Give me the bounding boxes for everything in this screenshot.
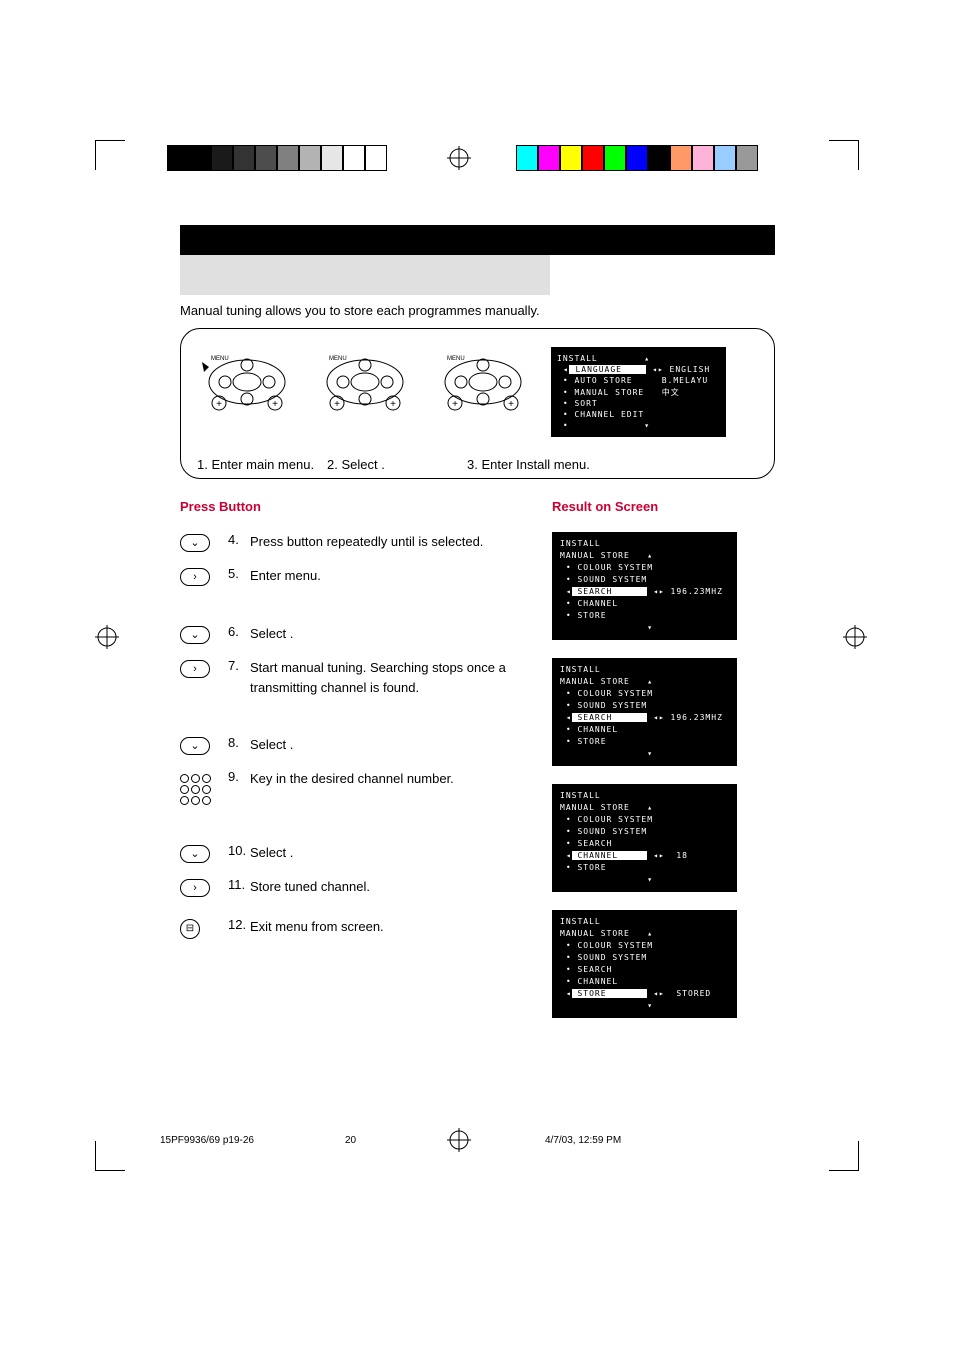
down-button-icon: ⌄ [180, 845, 210, 863]
down-button-icon: ⌄ [180, 626, 210, 644]
crop-mark-tl [95, 140, 125, 170]
step-num-5: 5. [228, 566, 250, 581]
right-button-icon: › [180, 660, 210, 678]
crop-mark-bl [95, 1141, 125, 1171]
osd-install-mini: INSTALL ▴ ◂ LANGUAGE ◂▸ ENGLISH • AUTO S… [551, 347, 726, 437]
grayscale-bar [167, 145, 387, 171]
svg-text:MENU: MENU [447, 356, 465, 362]
step-text-12: Exit menu from screen. [250, 917, 532, 937]
svg-text:+: + [508, 399, 514, 410]
crop-mark-br [829, 1141, 859, 1171]
section-subheader-grey [180, 255, 550, 295]
svg-text:+: + [390, 399, 396, 410]
osd-screen-4: INSTALL MANUAL STORE ▴ • COLOUR SYSTEM •… [552, 910, 737, 1018]
step-text-8: Select . [250, 735, 532, 755]
osd-screen-2: INSTALL MANUAL STORE ▴ • COLOUR SYSTEM •… [552, 658, 737, 766]
registration-mark-top [447, 146, 471, 170]
right-button-icon: › [180, 568, 210, 586]
page-footer: 15PF9936/69 p19-26 20 4/7/03, 12:59 PM [160, 1135, 800, 1146]
crop-mark-tr [829, 140, 859, 170]
diagram-box: + + MENU + + MENU + + MENU INSTALL ▴ ◂ LANGUAG… [180, 328, 775, 479]
step-text-10: Select . [250, 843, 532, 863]
section-header-black [180, 225, 775, 255]
step-text-9: Key in the desired channel number. [250, 769, 532, 789]
down-button-icon: ⌄ [180, 534, 210, 552]
step-text-11: Store tuned channel. [250, 877, 532, 897]
footer-date: 4/7/03, 12:59 PM [545, 1135, 800, 1146]
step-num-10: 10. [228, 843, 250, 858]
intro-text: Manual tuning allows you to store each p… [180, 303, 775, 318]
footer-page: 20 [345, 1135, 545, 1146]
result-column: Result on Screen INSTALL MANUAL STORE ▴ … [552, 499, 747, 1036]
right-button-icon: › [180, 879, 210, 897]
footer-file: 15PF9936/69 p19-26 [160, 1135, 345, 1146]
result-title: Result on Screen [552, 499, 747, 514]
step-num-8: 8. [228, 735, 250, 750]
remote-icon-3: + + MENU [433, 347, 533, 417]
press-button-column: Press Button ⌄ 4. Press button repeatedl… [180, 499, 532, 1036]
osd-screen-3: INSTALL MANUAL STORE ▴ • COLOUR SYSTEM •… [552, 784, 737, 892]
down-button-icon: ⌄ [180, 737, 210, 755]
color-bar [516, 145, 758, 171]
caption-2: 2. Select . [327, 457, 467, 472]
step-text-7: Start manual tuning. Searching stops onc… [250, 658, 532, 697]
numpad-icon [180, 774, 211, 805]
registration-mark-left [95, 625, 119, 649]
step-num-6: 6. [228, 624, 250, 639]
step-text-4: Press button repeatedly until is selecte… [250, 532, 532, 552]
step-num-7: 7. [228, 658, 250, 673]
svg-text:+: + [216, 399, 222, 410]
diagram-captions: 1. Enter main menu. 2. Select . 3. Enter… [197, 457, 737, 472]
step-text-6: Select . [250, 624, 532, 644]
svg-text:+: + [334, 399, 340, 410]
step-num-4: 4. [228, 532, 250, 547]
step-text-5: Enter menu. [250, 566, 532, 586]
step-num-11: 11. [228, 877, 250, 892]
svg-text:+: + [452, 399, 458, 410]
exit-button-icon: ⊟ [180, 919, 200, 939]
remote-icon-1: + + MENU [197, 347, 297, 417]
svg-text:MENU: MENU [329, 356, 347, 362]
press-button-title: Press Button [180, 499, 532, 514]
step-num-12: 12. [228, 917, 250, 932]
remote-icon-2: + + MENU [315, 347, 415, 417]
step-num-9: 9. [228, 769, 250, 784]
svg-text:MENU: MENU [211, 356, 229, 362]
registration-mark-right [843, 625, 867, 649]
caption-3: 3. Enter Install menu. [467, 457, 737, 472]
page-content: Manual tuning allows you to store each p… [180, 225, 775, 1036]
caption-1: 1. Enter main menu. [197, 457, 327, 472]
osd-screen-1: INSTALL MANUAL STORE ▴ • COLOUR SYSTEM •… [552, 532, 737, 640]
svg-text:+: + [272, 399, 278, 410]
